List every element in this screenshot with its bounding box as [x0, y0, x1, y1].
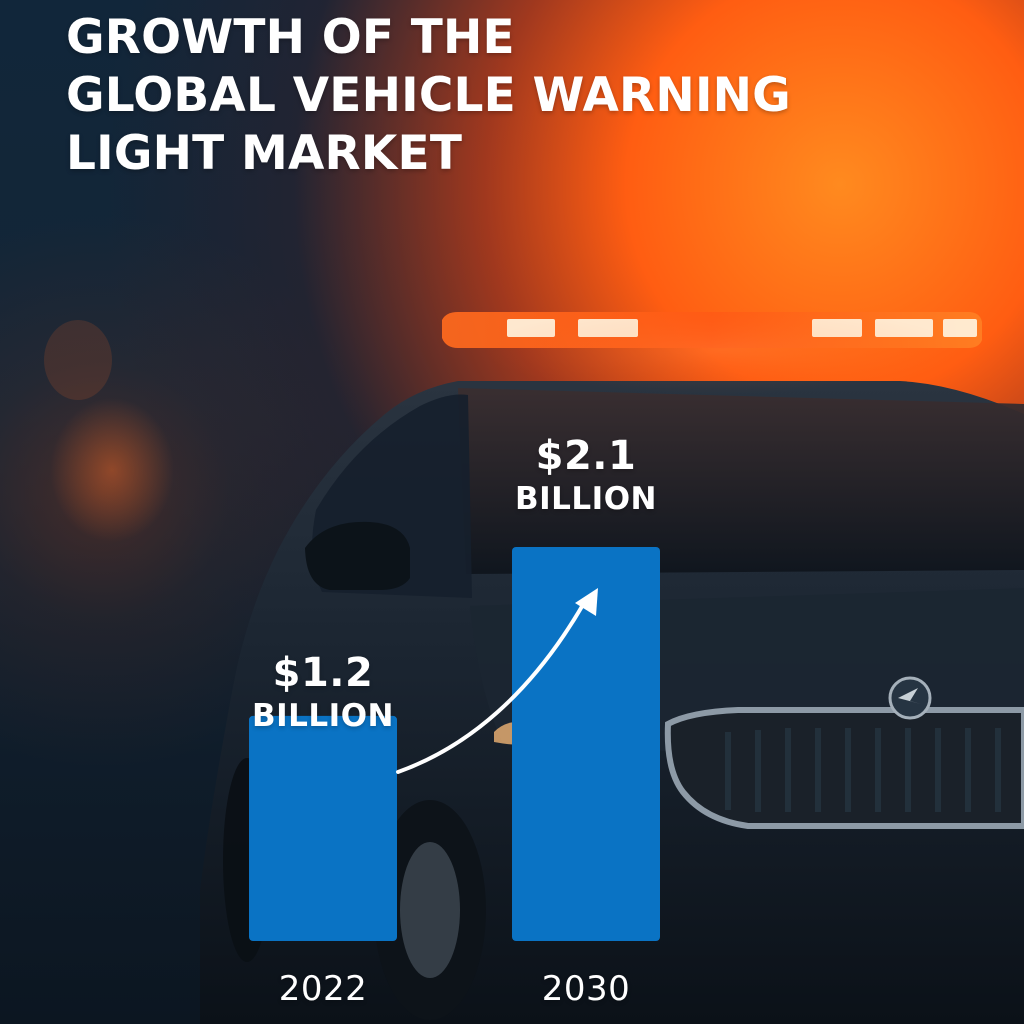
value-amount: $2.1: [535, 433, 637, 479]
value-unit: BILLION: [514, 481, 657, 517]
value-unit: BILLION: [251, 698, 394, 734]
growth-arrow-icon: [575, 588, 598, 616]
category-label-2022: 2022: [278, 969, 368, 1009]
category-label-2030: 2030: [541, 969, 631, 1009]
page-title: GROWTH OF THE GLOBAL VEHICLE WARNING LIG…: [66, 10, 791, 181]
value-label-2030: $2.1 BILLION: [502, 436, 670, 515]
value-label-2022: $1.2 BILLION: [239, 653, 407, 732]
value-amount: $1.2: [272, 650, 374, 696]
bar-2030: [512, 547, 660, 941]
growth-arrow-line: [396, 601, 586, 774]
bar-2022: [249, 715, 397, 941]
